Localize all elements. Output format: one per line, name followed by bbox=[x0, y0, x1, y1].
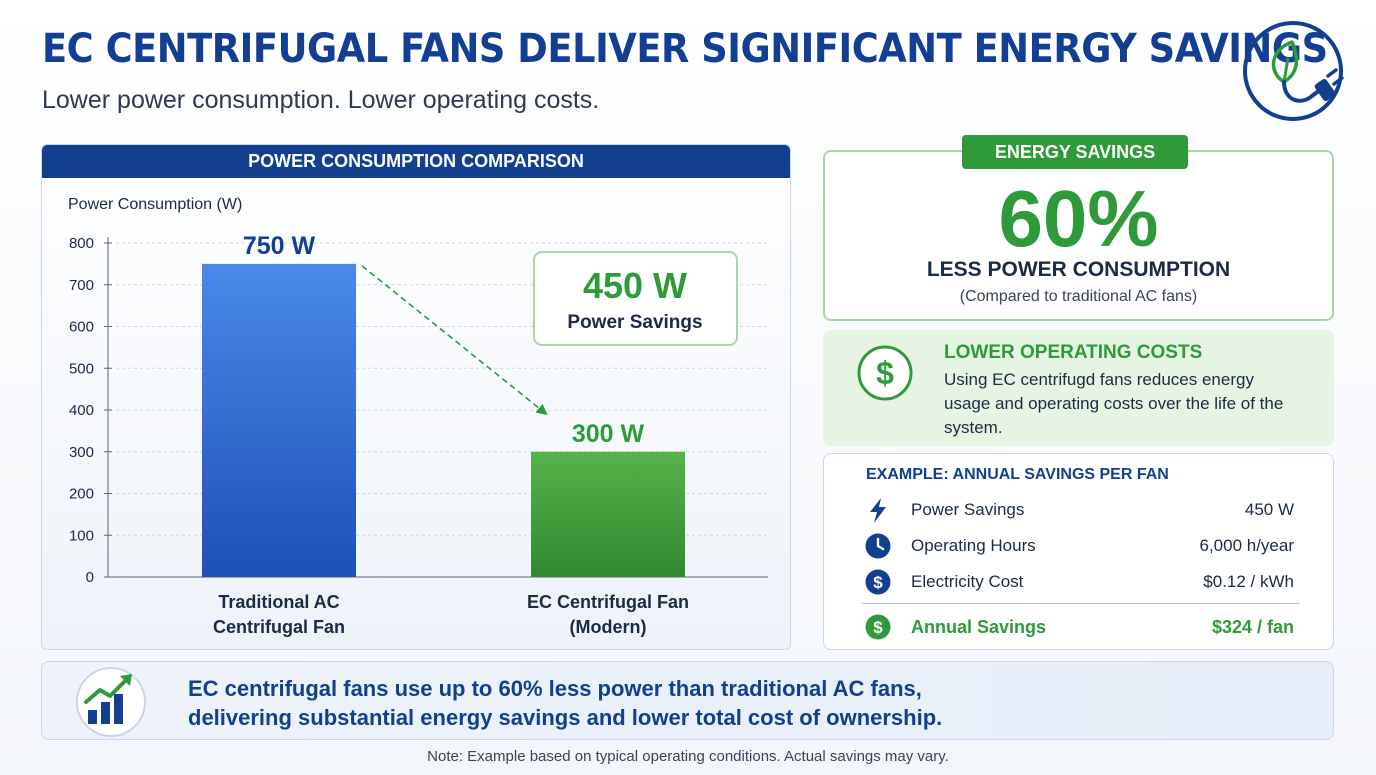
y-tick-label: 600 bbox=[69, 319, 94, 336]
example-title: EXAMPLE: ANNUAL SAVINGS PER FAN bbox=[866, 466, 1169, 483]
summary-banner: EC centrifugal fans use up to 60% less p… bbox=[41, 661, 1334, 740]
page-subtitle: Lower power consumption. Lower operating… bbox=[42, 86, 600, 114]
annual-savings-value: $324 / fan bbox=[1211, 617, 1294, 637]
summary-line-1: EC centrifugal fans use up to 60% less p… bbox=[188, 676, 922, 701]
dollar-icon: $ bbox=[865, 569, 891, 595]
savings-note: (Compared to traditional AC fans) bbox=[959, 288, 1198, 305]
y-tick-label: 500 bbox=[69, 360, 94, 377]
example-row-value: $0.12 / kWh bbox=[1203, 572, 1294, 591]
example-row-value: 6,000 h/year bbox=[1199, 536, 1294, 555]
savings-annotation-value: 450 W bbox=[583, 265, 687, 306]
savings-percent: 60% bbox=[998, 174, 1159, 263]
example-row-operating-hours: Operating Hours 6,000 h/year bbox=[864, 532, 1294, 560]
y-tick-label: 800 bbox=[69, 235, 94, 252]
example-row-annual-savings: $ Annual Savings $324 / fan bbox=[864, 613, 1294, 641]
operating-costs-title: LOWER OPERATING COSTS bbox=[944, 342, 1203, 363]
y-tick-label: 700 bbox=[69, 277, 94, 294]
example-row-label: Power Savings bbox=[911, 500, 1025, 519]
y-tick-label: 300 bbox=[69, 444, 94, 461]
power-bar-chart: Power Consumption (W) 0 100 200 300 400 500 600… bbox=[68, 196, 768, 637]
leaf-plug-icon bbox=[1243, 21, 1344, 121]
page-title: EC CENTRIFUGAL FANS DELIVER SIGNIFICANT … bbox=[42, 26, 1328, 72]
x-category-label: Traditional AC bbox=[218, 592, 339, 612]
footnote: Note: Example based on typical operating… bbox=[427, 748, 949, 765]
example-divider bbox=[862, 603, 1300, 604]
growth-chart-icon bbox=[76, 667, 146, 737]
svg-text:$: $ bbox=[876, 355, 894, 391]
energy-savings-card: 60% LESS POWER CONSUMPTION (Compared to … bbox=[823, 150, 1334, 321]
savings-annotation-label: Power Savings bbox=[567, 312, 702, 333]
x-category-label: EC Centrifugal Fan bbox=[527, 592, 689, 612]
y-tick-label: 400 bbox=[69, 402, 94, 419]
annual-savings-label: Annual Savings bbox=[911, 617, 1047, 637]
operating-costs-card: $ LOWER OPERATING COSTS Using EC centrif… bbox=[823, 330, 1334, 446]
example-row-label: Electricity Cost bbox=[911, 572, 1024, 591]
annual-savings-example-card: EXAMPLE: ANNUAL SAVINGS PER FAN Power Sa… bbox=[823, 453, 1334, 650]
bar-ec-modern bbox=[531, 451, 685, 577]
energy-savings-tag: ENERGY SAVINGS bbox=[962, 135, 1188, 169]
example-row-electricity-cost: $ Electricity Cost $0.12 / kWh bbox=[864, 568, 1294, 596]
savings-arrow bbox=[361, 265, 548, 416]
bar-data-label: 300 W bbox=[572, 420, 645, 448]
svg-text:$: $ bbox=[873, 618, 883, 637]
example-row-label: Operating Hours bbox=[911, 536, 1036, 555]
savings-annotation-box bbox=[533, 251, 738, 346]
y-axis-label: Power Consumption (W) bbox=[68, 196, 242, 213]
example-row-power-savings: Power Savings 450 W bbox=[864, 496, 1294, 524]
clock-icon bbox=[865, 533, 891, 559]
y-tick-label: 200 bbox=[69, 486, 94, 503]
example-row-value: 450 W bbox=[1244, 500, 1294, 519]
operating-costs-text: Using EC centrifugd fans reduces energy … bbox=[944, 370, 1284, 437]
dollar-circle-icon: $ bbox=[857, 345, 913, 401]
y-tick-label: 0 bbox=[86, 569, 94, 586]
y-tick-label: 100 bbox=[69, 527, 94, 544]
savings-label: LESS POWER CONSUMPTION bbox=[926, 258, 1231, 281]
summary-line-2: delivering substantial energy savings an… bbox=[188, 705, 943, 730]
chart-panel: POWER CONSUMPTION COMPARISON Power Consu… bbox=[41, 144, 791, 650]
x-category-label: Centrifugal Fan bbox=[213, 617, 345, 637]
dollar-green-icon: $ bbox=[865, 614, 891, 640]
bar-data-label: 750 W bbox=[243, 232, 316, 260]
chart-panel-header: POWER CONSUMPTION COMPARISON bbox=[42, 145, 790, 178]
svg-text:$: $ bbox=[873, 573, 883, 592]
bar-traditional-ac bbox=[202, 263, 356, 577]
x-category-label: (Modern) bbox=[570, 617, 647, 637]
summary-text: EC centrifugal fans use up to 60% less p… bbox=[188, 674, 942, 732]
lightning-icon bbox=[870, 498, 886, 523]
